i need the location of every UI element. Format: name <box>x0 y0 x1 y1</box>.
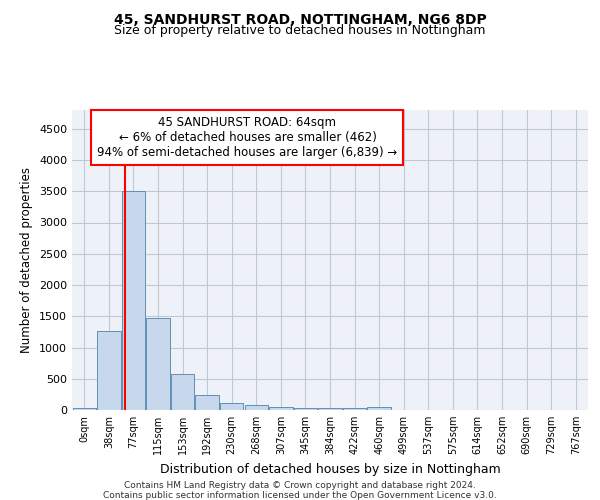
Bar <box>122 191 145 410</box>
Bar <box>367 406 391 410</box>
Text: 45 SANDHURST ROAD: 64sqm
← 6% of detached houses are smaller (462)
94% of semi-d: 45 SANDHURST ROAD: 64sqm ← 6% of detache… <box>97 116 398 159</box>
Text: Contains HM Land Registry data © Crown copyright and database right 2024.: Contains HM Land Registry data © Crown c… <box>124 481 476 490</box>
Text: Size of property relative to detached houses in Nottingham: Size of property relative to detached ho… <box>114 24 486 37</box>
Bar <box>269 406 293 410</box>
Y-axis label: Number of detached properties: Number of detached properties <box>20 167 34 353</box>
Text: 45, SANDHURST ROAD, NOTTINGHAM, NG6 8DP: 45, SANDHURST ROAD, NOTTINGHAM, NG6 8DP <box>113 12 487 26</box>
Bar <box>146 318 170 410</box>
Bar <box>319 408 341 410</box>
Bar <box>196 395 219 410</box>
Bar <box>220 403 244 410</box>
Text: Contains public sector information licensed under the Open Government Licence v3: Contains public sector information licen… <box>103 491 497 500</box>
Bar <box>171 374 194 410</box>
Bar <box>245 405 268 410</box>
X-axis label: Distribution of detached houses by size in Nottingham: Distribution of detached houses by size … <box>160 462 500 475</box>
Bar <box>343 408 366 410</box>
Bar <box>97 330 121 410</box>
Bar <box>73 408 96 410</box>
Bar <box>294 408 317 410</box>
